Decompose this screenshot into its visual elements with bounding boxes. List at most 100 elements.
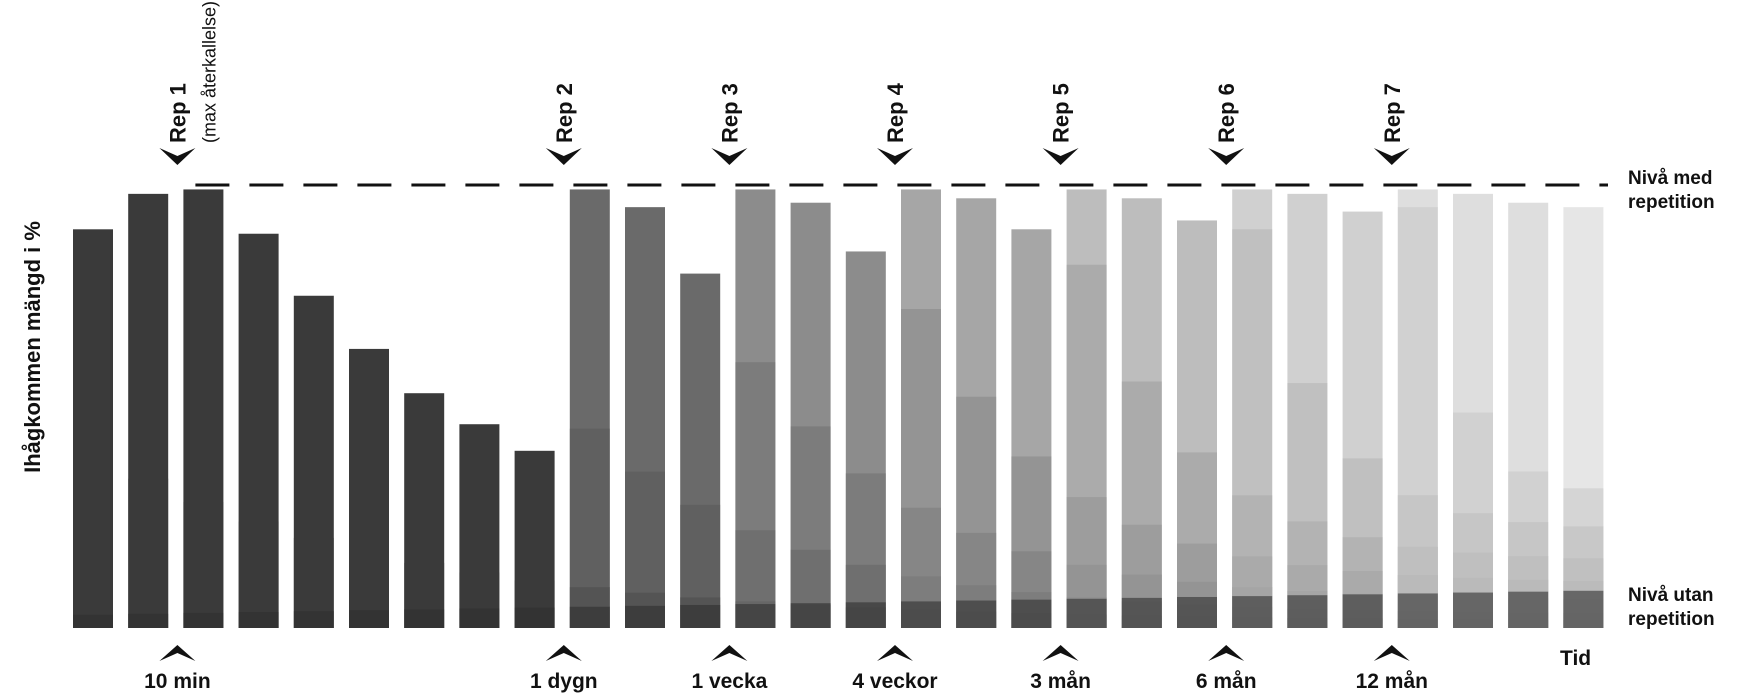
bar (514, 450, 555, 628)
down-arrow-icon (877, 148, 913, 165)
bar-base-band (1508, 591, 1549, 628)
rep-sublabel: (max återkallelse) (199, 1, 219, 143)
repetition-marker: Rep 1 (max återkallelse) (159, 1, 219, 165)
repetition-marker: Rep 7 (1373, 83, 1410, 165)
bar-base-band (1011, 599, 1052, 628)
bar-band (1121, 381, 1162, 628)
bar-base-band (569, 606, 610, 628)
bar (1563, 207, 1604, 628)
up-arrow-icon (711, 645, 748, 661)
down-arrow-icon (545, 148, 582, 165)
bar-base-band (293, 611, 334, 628)
level-without-repetition-label: Nivå utan repetition (1628, 585, 1719, 630)
time-marker: 4 veckor (852, 645, 938, 693)
bar-band (238, 521, 279, 628)
bar (680, 273, 721, 628)
bar-base-band (128, 613, 169, 628)
level-without-line2: repetition (1628, 609, 1715, 630)
up-arrow-icon (159, 645, 196, 661)
y-axis-label: Ihågkommen mängd i % (20, 221, 45, 473)
bar-base-band (901, 601, 941, 628)
bar-band (183, 502, 224, 628)
bar (1011, 229, 1052, 629)
bar-band (790, 426, 831, 628)
repetition-marker: Rep 5 (1042, 83, 1079, 165)
bar (1232, 189, 1273, 629)
bar (901, 189, 941, 628)
bar-band (73, 450, 113, 628)
time-markers: 10 min 1 dygn 1 vecka 4 veckor 3 mån 6 mån 12 … (144, 645, 1428, 693)
bar-base-band (735, 604, 776, 628)
time-marker: 12 mån (1356, 645, 1428, 693)
bar (128, 193, 169, 629)
bar-band (1397, 207, 1438, 628)
time-label: 12 mån (1356, 670, 1428, 693)
bar (404, 393, 445, 628)
bar-band (625, 471, 665, 628)
time-marker: 3 mån (1030, 645, 1091, 693)
time-marker: 6 mån (1196, 645, 1257, 693)
down-arrow-icon (1208, 148, 1245, 165)
bar (183, 189, 224, 628)
level-with-line1: Nivå med (1628, 168, 1712, 189)
bar-base-band (1177, 596, 1217, 628)
bar-base-band (238, 612, 279, 628)
bar-base-band (680, 604, 721, 628)
bar-base-band (1563, 590, 1604, 628)
bar-base-band (1287, 595, 1328, 628)
bar (735, 189, 776, 628)
time-label: 6 mån (1196, 670, 1257, 693)
bar (1177, 220, 1217, 628)
bar (845, 251, 886, 628)
bar (569, 189, 610, 628)
repetition-marker: Rep 3 (711, 83, 748, 165)
bar-band (569, 428, 610, 628)
bar-band (1453, 412, 1493, 628)
bar-base-band (625, 605, 665, 628)
bar (956, 198, 997, 629)
bar (238, 233, 279, 629)
time-label: 4 veckor (852, 670, 937, 693)
bar (1453, 193, 1493, 629)
repetition-markers: Rep 1 (max återkallelse) Rep 2 Rep 3 Rep 4 Re… (159, 1, 1410, 165)
bar (1508, 202, 1549, 628)
bar-base-band (1066, 598, 1107, 628)
bar-base-band (183, 612, 224, 628)
level-with-line2: repetition (1628, 192, 1715, 213)
bar-base-band (1342, 594, 1383, 628)
bar (459, 424, 500, 628)
rep-label: Rep 4 (883, 82, 908, 143)
time-marker: 1 vecka (691, 645, 768, 693)
bar (1342, 211, 1383, 628)
level-without-line1: Nivå utan (1628, 585, 1714, 606)
time-label: 10 min (144, 670, 211, 693)
bar-band (901, 309, 941, 628)
rep-label: Rep 3 (717, 83, 742, 143)
bar (790, 202, 831, 628)
bar (1287, 193, 1328, 629)
bar (73, 229, 113, 629)
time-label: 1 dygn (530, 670, 598, 693)
level-with-repetition-label: Nivå med repetition (1628, 168, 1718, 213)
repetition-marker: Rep 6 (1208, 83, 1245, 165)
bar (293, 295, 334, 628)
bar-band (1287, 383, 1328, 628)
rep-label: Rep 6 (1214, 83, 1239, 143)
bar (1397, 189, 1438, 628)
bar-base-band (845, 602, 886, 628)
bar-band (956, 396, 997, 628)
down-arrow-icon (1042, 148, 1079, 165)
bars-layer (73, 189, 1604, 629)
bar-base-band (1121, 597, 1162, 628)
bar-band (128, 478, 169, 628)
rep-label: Rep 1 (165, 83, 190, 143)
bar-base-band (459, 608, 500, 628)
time-label: 1 vecka (691, 670, 767, 693)
bar (625, 207, 665, 628)
up-arrow-icon (1208, 645, 1245, 661)
bar-base-band (349, 610, 389, 628)
time-marker: 10 min (144, 645, 211, 693)
bar (1066, 189, 1107, 628)
